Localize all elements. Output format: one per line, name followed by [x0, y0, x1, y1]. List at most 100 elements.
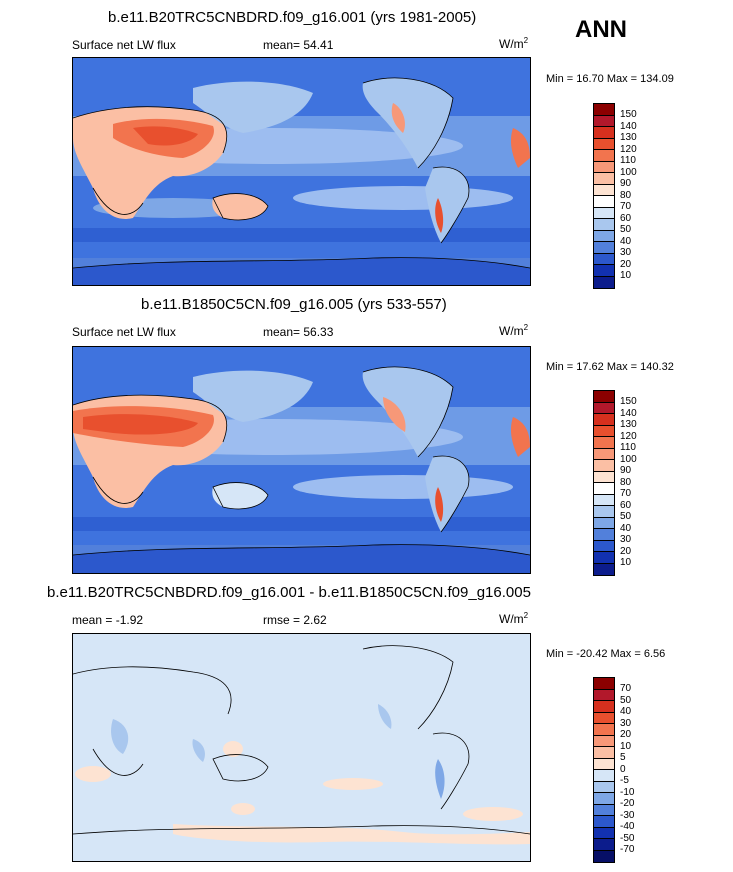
- panel2-colorbar-cell: [594, 402, 614, 414]
- panel3-colorbar-label: -5: [620, 775, 629, 786]
- panel2-colorbar-label: 90: [620, 465, 632, 476]
- panel1-colorbar-label: 40: [620, 236, 632, 247]
- panel1-colorbar-cell: [594, 242, 614, 254]
- panel1-colorbar-cell: [594, 253, 614, 265]
- panel3-colorbar-cell: [594, 758, 614, 770]
- panel2-colorbar-cell: [594, 494, 614, 506]
- panel2-colorbar-cell: [594, 529, 614, 541]
- panel3-colorbar-label: -50: [620, 833, 635, 844]
- panel3-colorbar-cell: [594, 724, 614, 736]
- panel3-colorbar-label: -10: [620, 787, 635, 798]
- panel1-colorbar-label: 150: [620, 109, 637, 120]
- panel3-colorbar-label: 70: [620, 683, 632, 694]
- panel1-colorbar-cell: [594, 207, 614, 219]
- panel1-colorbar-cell: [594, 173, 614, 185]
- panel2-colorbar-label: 150: [620, 396, 637, 407]
- panel3-colorbar-label: 50: [620, 695, 632, 706]
- panel1-colorbar-label: 60: [620, 213, 632, 224]
- panel1-title: b.e11.B20TRC5CNBDRD.f09_g16.001 (yrs 198…: [108, 9, 477, 26]
- panel2-colorbar-cell: [594, 391, 614, 403]
- panel3-colorbar-label: -30: [620, 810, 635, 821]
- panel3-colorbar-cell: [594, 839, 614, 851]
- panel2-variable-label: Surface net LW flux: [72, 325, 176, 339]
- panel1-colorbar-label: 130: [620, 132, 637, 143]
- panel1-colorbar-cell: [594, 115, 614, 127]
- panel3-mean-label: mean = -1.92: [72, 613, 144, 627]
- panel2-minmax: Min = 17.62 Max = 140.32: [546, 361, 674, 373]
- panel1-mean-label: mean= 54.41: [263, 38, 334, 52]
- panel1-colorbar-cell: [594, 184, 614, 196]
- panel2-colorbar: [593, 390, 615, 576]
- panel1-colorbar-cell: [594, 161, 614, 173]
- panel1-colorbar-label: 90: [620, 178, 632, 189]
- panel1-colorbar-cell: [594, 104, 614, 116]
- panel1-colorbar-label: 140: [620, 121, 637, 132]
- panel2-colorbar-label: 60: [620, 500, 632, 511]
- panel1-colorbar-cell: [594, 230, 614, 242]
- panel3-title: b.e11.B20TRC5CNBDRD.f09_g16.001 - b.e11.…: [47, 584, 531, 601]
- panel3-colorbar-cell: [594, 701, 614, 713]
- panel2-colorbar-cell: [594, 437, 614, 449]
- panel3-colorbar-cell: [594, 735, 614, 747]
- panel1-colorbar-label: 50: [620, 224, 632, 235]
- panel3-colorbar-cell: [594, 747, 614, 759]
- panel1-map: [72, 57, 531, 286]
- panel2-colorbar-label: 20: [620, 546, 632, 557]
- panel2-colorbar-cell: [594, 540, 614, 552]
- panel3-colorbar-label: -40: [620, 821, 635, 832]
- panel2-colorbar-cell: [594, 471, 614, 483]
- panel2-colorbar-cell: [594, 414, 614, 426]
- panel1-colorbar-label: 80: [620, 190, 632, 201]
- panel1-colorbar-cell: [594, 276, 614, 288]
- panel2-colorbar-label: 120: [620, 431, 637, 442]
- panel1-colorbar-cell: [594, 219, 614, 231]
- panel3-colorbar-cell: [594, 712, 614, 724]
- panel3-colorbar-cell: [594, 816, 614, 828]
- panel3-colorbar-cell: [594, 781, 614, 793]
- panel3-colorbar: [593, 677, 615, 863]
- panel1-colorbar-label: 70: [620, 201, 632, 212]
- panel2-colorbar-cell: [594, 425, 614, 437]
- panel3-colorbar-cell: [594, 678, 614, 690]
- panel2-colorbar-cell: [594, 552, 614, 564]
- panel2-units: W/m2: [499, 323, 529, 338]
- panel1-minmax: Min = 16.70 Max = 134.09: [546, 73, 674, 85]
- panel3-colorbar-cell: [594, 827, 614, 839]
- panel3-colorbar-cell: [594, 850, 614, 862]
- panel3-colorbar-label: 30: [620, 718, 632, 729]
- panel3-colorbar-cell: [594, 770, 614, 782]
- panel1-colorbar-cell: [594, 265, 614, 277]
- panel2-colorbar-label: 100: [620, 454, 637, 465]
- panel3-colorbar-cell: [594, 793, 614, 805]
- panel2-colorbar-cell: [594, 460, 614, 472]
- panel2-colorbar-cell: [594, 506, 614, 518]
- panel2-colorbar-label: 50: [620, 511, 632, 522]
- panel3-minmax: Min = -20.42 Max = 6.56: [546, 648, 666, 660]
- panel2-colorbar-label: 130: [620, 419, 637, 430]
- panel2-map: [72, 346, 531, 574]
- panel1-colorbar-label: 20: [620, 259, 632, 270]
- panel2-colorbar-cell: [594, 563, 614, 575]
- panel1-colorbar: [593, 103, 615, 289]
- panel1-colorbar-cell: [594, 196, 614, 208]
- season-label: ANN: [575, 16, 627, 43]
- panel3-colorbar-cell: [594, 689, 614, 701]
- panel1-colorbar-cell: [594, 150, 614, 162]
- panel1-units: W/m2: [499, 36, 529, 51]
- panel1-variable-label: Surface net LW flux: [72, 38, 176, 52]
- panel2-colorbar-label: 80: [620, 477, 632, 488]
- panel1-colorbar-cell: [594, 127, 614, 139]
- panel2-colorbar-cell: [594, 483, 614, 495]
- panel3-map: [72, 633, 531, 862]
- panel1-colorbar-label: 100: [620, 167, 637, 178]
- panel2-colorbar-label: 40: [620, 523, 632, 534]
- panel3-colorbar-label: -70: [620, 844, 635, 855]
- panel2-mean-label: mean= 56.33: [263, 325, 334, 339]
- panel1-colorbar-cell: [594, 138, 614, 150]
- panel1-colorbar-label: 10: [620, 270, 632, 281]
- panel3-colorbar-label: 10: [620, 741, 632, 752]
- panel2-colorbar-label: 30: [620, 534, 632, 545]
- panel3-colorbar-label: 5: [620, 752, 626, 763]
- panel2-colorbar-label: 110: [620, 442, 636, 453]
- panel1-colorbar-label: 120: [620, 144, 637, 155]
